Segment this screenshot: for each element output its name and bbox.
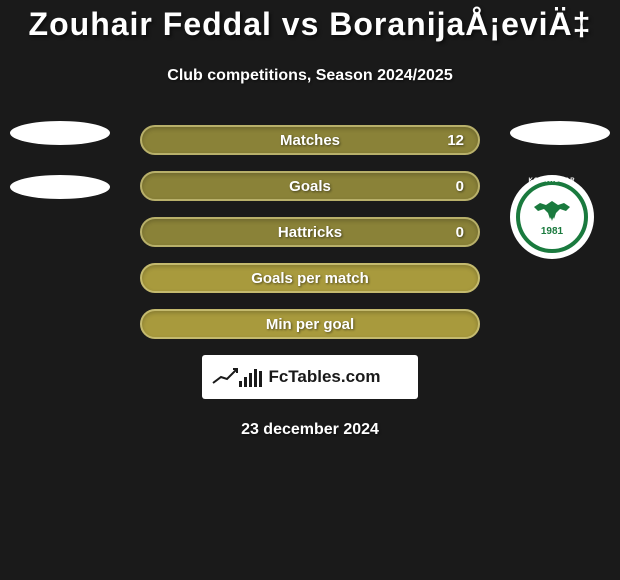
- eagle-icon: [530, 197, 574, 227]
- page-title: Zouhair Feddal vs BoranijaÅ¡eviÄ‡: [0, 0, 620, 43]
- stat-label: Matches: [280, 132, 340, 149]
- right-player-badges: KONYASPOR 1981: [510, 121, 610, 259]
- konyaspor-label: KONYASPOR: [528, 178, 575, 184]
- left-player-badges: [10, 121, 110, 229]
- stat-label: Min per goal: [266, 316, 354, 333]
- stat-bar: Goals per match: [140, 263, 480, 293]
- fctables-attribution: FcTables.com: [202, 355, 418, 399]
- comparison-date: 23 december 2024: [0, 421, 620, 439]
- stat-bar: Hattricks 0: [140, 217, 480, 247]
- stat-bar: Matches 12: [140, 125, 480, 155]
- fc-logo-bar: [254, 369, 257, 387]
- fctables-label: FcTables.com: [268, 367, 380, 387]
- fc-logo-bar: [244, 377, 247, 387]
- team-badge-placeholder: [10, 175, 110, 199]
- stat-value: 12: [447, 132, 464, 149]
- stat-bar: Min per goal: [140, 309, 480, 339]
- fc-logo-arrow-icon: [211, 367, 239, 387]
- comparison-content: KONYASPOR 1981 Matches 12 Goals 0 Hattricks 0…: [0, 125, 620, 439]
- stat-label: Hattricks: [278, 224, 342, 241]
- stat-label: Goals: [289, 178, 331, 195]
- stat-value: 0: [456, 224, 464, 241]
- konyaspor-year: 1981: [541, 227, 563, 237]
- fc-logo-bar: [249, 373, 252, 387]
- fctables-logo-icon: [239, 367, 262, 387]
- stat-label: Goals per match: [251, 270, 369, 287]
- fc-logo-bar: [259, 371, 262, 387]
- player-badge-placeholder: [10, 121, 110, 145]
- stat-bar: Goals 0: [140, 171, 480, 201]
- stat-value: 0: [456, 178, 464, 195]
- stat-rows: Matches 12 Goals 0 Hattricks 0 Goals per match…: [140, 125, 480, 339]
- konyaspor-team-badge: KONYASPOR 1981: [510, 175, 594, 259]
- subtitle: Club competitions, Season 2024/2025: [0, 67, 620, 85]
- player-badge-placeholder: [510, 121, 610, 145]
- konyaspor-inner: 1981: [520, 185, 584, 249]
- fc-logo-bar: [239, 381, 242, 387]
